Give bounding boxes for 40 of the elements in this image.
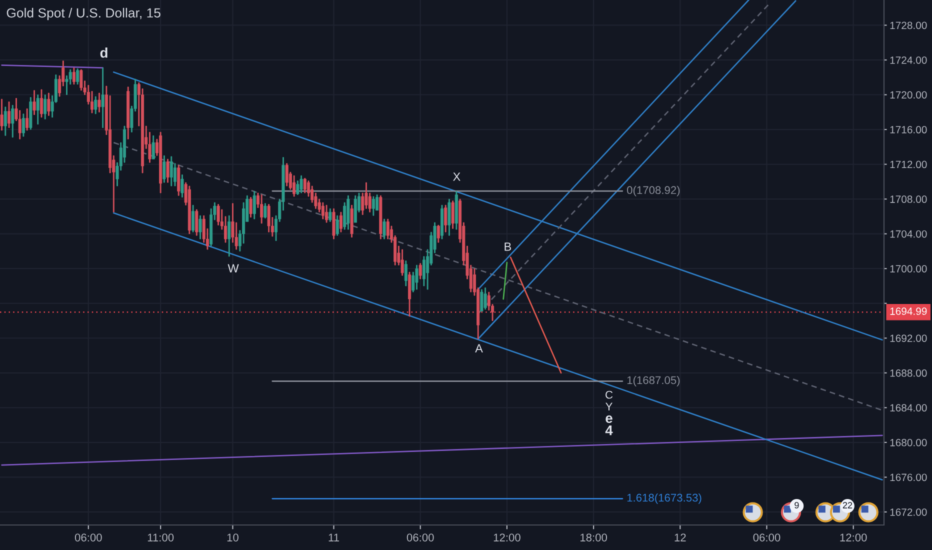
y-tick-label: 1728.00 [890,22,927,30]
series-label: 1(1687.05) [627,376,680,386]
annotation: Y [606,402,612,410]
y-tick-label: 1688.00 [890,369,927,377]
ref-line-label: 1694.99 [890,308,927,315]
y-tick-label: 1684.00 [890,404,927,412]
x-tick-label: 06:00 [753,534,780,542]
annotation: A [475,344,483,352]
annotation: 9 [794,502,799,508]
y-tick-label: 1704.00 [890,230,927,238]
annotation: 4 [605,426,613,436]
y-tick-label: 1700.00 [890,265,927,272]
annotation: X [453,172,460,181]
annotation: e [606,415,612,424]
x-tick-label: 11:00 [148,534,174,542]
y-tick-label: 1724.00 [890,56,927,64]
y-tick-label: 1712.00 [890,160,927,168]
x-tick-label: 12:00 [494,534,520,542]
series-label: 1.618(1673.53) [627,493,702,504]
y-tick-label: 1676.00 [890,474,927,482]
y-tick-label: 1716.00 [890,126,927,134]
annotation: d [100,48,108,58]
x-tick-label: 12 [674,534,686,542]
annotation: W [228,264,239,272]
annotation: B [504,242,512,251]
y-tick-label: 1672.00 [890,508,927,516]
y-tick-label: 1720.00 [890,91,927,99]
x-tick-label: 06:00 [74,534,102,542]
text: Gold Spot / U.S. Dollar, 15 [6,8,160,20]
y-tick-label: 1692.00 [890,334,927,342]
x-tick-label: 11 [328,534,339,542]
annotation: C [606,390,613,399]
y-tick-label: 1680.00 [890,438,927,446]
annotation: 22 [842,502,852,508]
x-tick-label: 10 [227,534,238,542]
x-tick-label: 12:00 [840,534,867,542]
x-tick-label: 18:00 [580,534,608,542]
x-tick-label: 06:00 [406,534,434,542]
series-label: 0(1708.92) [627,186,680,196]
y-tick-label: 1708.00 [890,196,927,203]
